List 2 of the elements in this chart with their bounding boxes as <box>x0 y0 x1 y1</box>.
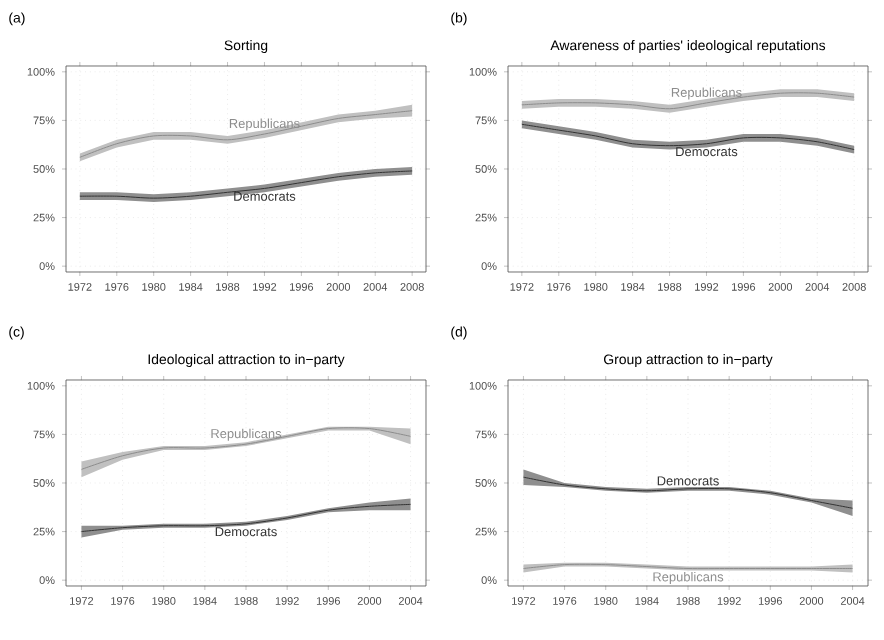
line-series <box>80 427 412 470</box>
line-series <box>522 476 854 509</box>
